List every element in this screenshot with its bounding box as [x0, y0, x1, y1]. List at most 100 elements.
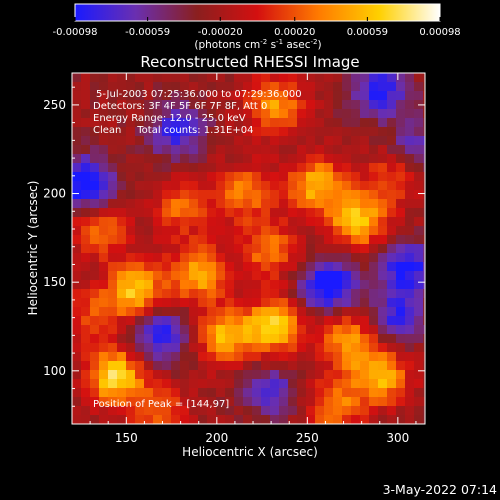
heatmap-cell — [198, 73, 208, 83]
heatmap-cell — [306, 217, 316, 227]
heatmap-cell — [189, 154, 199, 164]
heatmap-cell — [72, 181, 82, 191]
colorbar-unit-label: (photons cm-2 s-1 asec-2) — [194, 38, 321, 51]
heatmap-cell — [315, 280, 325, 290]
heatmap-cell — [153, 253, 163, 263]
heatmap-cell — [72, 361, 82, 371]
heatmap-cell — [90, 415, 100, 424]
heatmap-cell — [288, 379, 298, 389]
heatmap-cell — [153, 163, 163, 173]
heatmap-cell — [405, 136, 415, 146]
heatmap-cell — [171, 145, 181, 155]
heatmap-cell — [360, 334, 370, 344]
heatmap-cell — [351, 109, 361, 119]
heatmap-cell — [270, 100, 280, 110]
colorbar-gradient — [74, 3, 441, 22]
heatmap-cell — [306, 163, 316, 173]
heatmap-cell — [252, 208, 262, 218]
heatmap-cell — [414, 226, 424, 236]
colorbar-tick-label: 0.00020 — [274, 27, 315, 38]
heatmap-cell — [144, 415, 154, 424]
heatmap-cell — [126, 145, 136, 155]
heatmap-cell — [288, 100, 298, 110]
heatmap-cell — [270, 199, 280, 209]
heatmap-cell — [414, 262, 424, 272]
heatmap-cell — [216, 343, 226, 353]
heatmap-cell — [153, 352, 163, 362]
heatmap-cell — [180, 379, 190, 389]
heatmap-cell — [72, 415, 82, 424]
heatmap-cell — [180, 235, 190, 245]
heatmap-cell — [162, 172, 172, 182]
heatmap-cell — [108, 127, 118, 137]
heatmap-cell — [288, 406, 298, 416]
heatmap-cell — [153, 154, 163, 164]
heatmap-cell — [198, 298, 208, 308]
heatmap-cell — [297, 352, 307, 362]
heatmap-cell — [180, 253, 190, 263]
plot-annotations: 5-Jul-2003 07:25:36.000 to 07:29:36.000 … — [93, 89, 302, 410]
heatmap-cell — [135, 406, 145, 416]
heatmap-cell — [270, 361, 280, 371]
heatmap-cell — [198, 217, 208, 227]
heatmap-cell — [279, 415, 289, 424]
heatmap-cell — [324, 217, 334, 227]
heatmap-cell — [369, 388, 379, 398]
heatmap-cell — [117, 136, 127, 146]
heatmap-cell — [261, 262, 271, 272]
heatmap-cell — [153, 361, 163, 371]
heatmap-cell — [360, 118, 370, 128]
heatmap-cell — [387, 388, 397, 398]
heatmap-cell — [225, 334, 235, 344]
heatmap-cell — [396, 181, 406, 191]
heatmap-cell — [99, 289, 109, 299]
heatmap-cell — [360, 172, 370, 182]
heatmap-cell — [99, 361, 109, 371]
heatmap-cell — [315, 136, 325, 146]
heatmap-cell — [261, 379, 271, 389]
heatmap-cell — [198, 406, 208, 416]
heatmap-cell — [288, 127, 298, 137]
heatmap-cell — [369, 316, 379, 326]
heatmap-cell — [423, 208, 425, 218]
heatmap-cell — [90, 352, 100, 362]
heatmap-cell — [117, 154, 127, 164]
heatmap-cell — [171, 397, 181, 407]
heatmap-cell — [423, 235, 425, 245]
heatmap-cell — [171, 334, 181, 344]
heatmap-cell — [144, 244, 154, 254]
heatmap-cell — [126, 253, 136, 263]
heatmap-cell — [189, 235, 199, 245]
heatmap-cell — [72, 280, 82, 290]
heatmap-cell — [90, 388, 100, 398]
heatmap-cell — [369, 163, 379, 173]
heatmap-cell — [387, 253, 397, 263]
heatmap-cell — [234, 298, 244, 308]
heatmap-cell — [351, 298, 361, 308]
heatmap-cell — [279, 370, 289, 380]
heatmap-cell — [387, 190, 397, 200]
heatmap-cell — [306, 379, 316, 389]
heatmap-cell — [387, 163, 397, 173]
heatmap-cell — [270, 388, 280, 398]
heatmap-cell — [315, 352, 325, 362]
heatmap-cell — [324, 253, 334, 263]
heatmap-cell — [117, 334, 127, 344]
heatmap-cell — [198, 361, 208, 371]
heatmap-cell — [108, 217, 118, 227]
heatmap-cell — [81, 226, 91, 236]
heatmap-cell — [144, 73, 154, 83]
heatmap-cell — [405, 307, 415, 317]
heatmap-cell — [216, 163, 226, 173]
heatmap-cell — [297, 217, 307, 227]
heatmap-cell — [243, 334, 253, 344]
heatmap-cell — [81, 262, 91, 272]
heatmap-cell — [396, 370, 406, 380]
heatmap-cell — [396, 262, 406, 272]
heatmap-cell — [126, 109, 136, 119]
heatmap-cell — [360, 298, 370, 308]
heatmap-cell — [324, 406, 334, 416]
heatmap-cell — [135, 334, 145, 344]
heatmap-cell — [315, 163, 325, 173]
heatmap-cell — [72, 253, 82, 263]
